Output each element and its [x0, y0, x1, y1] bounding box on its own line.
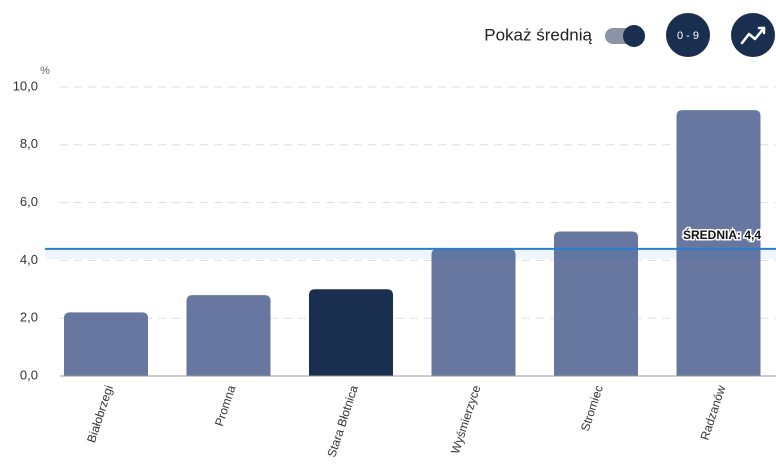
bar [309, 289, 393, 376]
range-button[interactable]: 0 - 9 [666, 13, 710, 57]
x-tick-label: Białobrzegi [84, 384, 116, 445]
range-button-label: 0 - 9 [677, 30, 699, 42]
y-tick-label: 0,0 [20, 367, 38, 382]
x-tick-label: Wyśmierzyce [448, 383, 483, 455]
grid [60, 86, 776, 319]
bar [64, 312, 148, 376]
trend-button[interactable] [731, 13, 775, 57]
bar [554, 231, 638, 376]
average-shade [45, 248, 776, 259]
y-tick-label: 10,0 [13, 78, 38, 93]
trend-icon-arrow [757, 26, 766, 35]
x-tick-label: Stromiec [578, 384, 606, 433]
controls: Pokaż średnią 0 - 9 [484, 13, 775, 57]
bar [431, 248, 516, 376]
bar [676, 110, 761, 377]
y-tick-label: 6,0 [20, 194, 38, 209]
x-tick-label: Radzanów [698, 383, 729, 442]
y-tick-label: 4,0 [20, 252, 38, 267]
toggle-label: Pokaż średnią [484, 25, 592, 44]
y-tick-label: 8,0 [20, 136, 38, 151]
average-toggle[interactable] [605, 25, 645, 47]
bar [186, 295, 271, 376]
x-tick-label: Promna [212, 383, 238, 428]
average-label: ŚREDNIA: 4,4 [683, 227, 761, 242]
trend-icon [740, 26, 766, 45]
y-tick-label: 2,0 [20, 310, 38, 325]
toggle-knob [623, 25, 645, 47]
x-tick-label: Stara Błotnica [324, 383, 361, 459]
range-button-bg [666, 13, 710, 57]
y-unit: % [40, 65, 50, 77]
trend-button-bg [731, 13, 775, 57]
